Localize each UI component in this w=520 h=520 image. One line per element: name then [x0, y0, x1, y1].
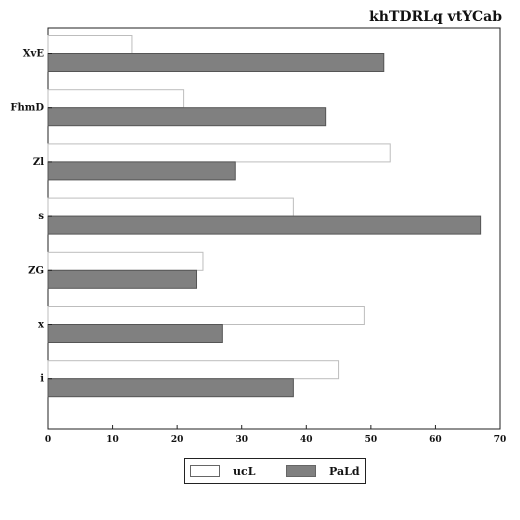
legend-label-series-1: ucL [233, 464, 256, 478]
bar-1-ZG [47, 251, 204, 271]
bar-1-i [47, 360, 340, 380]
category-label-i: i [40, 374, 44, 385]
legend-swatch-series-1 [190, 465, 220, 477]
legend-swatch-series-2 [286, 465, 316, 477]
bar-2-ZG [47, 269, 198, 289]
bar-2-FhmD [47, 107, 327, 127]
x-tick-label: 40 [300, 435, 313, 445]
x-tick-label: 20 [171, 435, 184, 445]
bar-2-XvE [47, 53, 385, 72]
bar-1-x [47, 306, 365, 325]
x-axis-ticks: 0 10 20 30 40 50 60 70 [45, 425, 506, 445]
legend: ucL PaLd [184, 458, 366, 484]
bar-2-i [47, 378, 294, 398]
bar-2-x [47, 324, 223, 343]
x-tick-label: 30 [235, 435, 248, 445]
bars-group [47, 35, 482, 398]
x-tick-label: 70 [494, 435, 507, 445]
bar-1-XvE [47, 35, 133, 54]
x-tick-label: 60 [429, 435, 442, 445]
legend-label-series-2: PaLd [329, 464, 360, 478]
category-label-x: x [38, 320, 45, 331]
x-tick-label: 50 [365, 435, 378, 445]
bar-1-FhmD [47, 89, 185, 109]
bar-2-Zl [47, 161, 236, 181]
legend-item-series-1: ucL [190, 463, 255, 479]
category-label-Zl: Zl [33, 157, 44, 168]
chart-title: khTDRLq vtYCab [369, 9, 502, 25]
category-label-XvE: XvE [23, 49, 45, 60]
legend-item-series-2: PaLd [286, 463, 360, 479]
bar-1-Zl [47, 143, 391, 163]
category-labels: XvE FhmD Zl s ZG x i [10, 49, 52, 385]
bar-1-s [47, 197, 294, 217]
bar-2-s [47, 215, 482, 235]
x-tick-label: 0 [45, 435, 51, 445]
x-tick-label: 10 [106, 435, 119, 445]
category-label-FhmD: FhmD [10, 103, 44, 114]
category-label-ZG: ZG [28, 265, 44, 276]
category-label-s: s [38, 211, 44, 222]
